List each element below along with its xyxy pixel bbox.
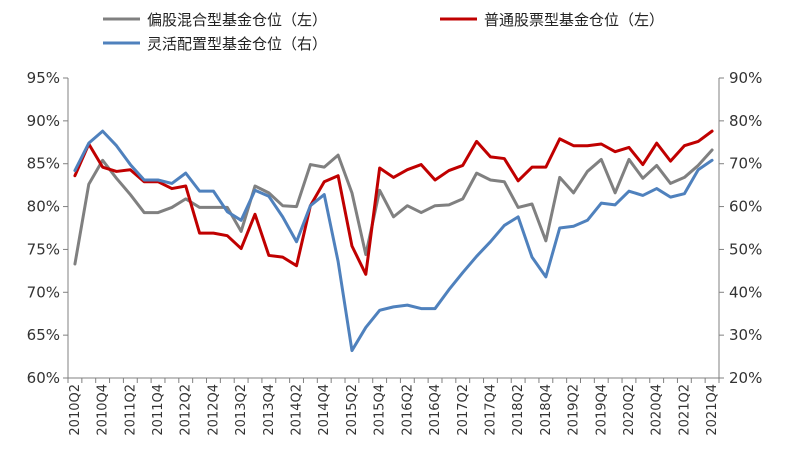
y-right-tick-label: 80% xyxy=(729,112,762,130)
x-tick-label: 2012Q4 xyxy=(206,384,221,436)
x-tick-label: 2016Q2 xyxy=(400,384,415,436)
x-tick-label: 2012Q2 xyxy=(179,384,194,436)
legend-item-mixed: 偏股混合型基金仓位（左） xyxy=(103,11,327,29)
x-tick-label: 2017Q2 xyxy=(456,384,471,436)
series-line-mixed xyxy=(73,148,714,266)
legend: 偏股混合型基金仓位（左） 普通股票型基金仓位（左） 灵活配置型基金仓位（右） xyxy=(103,11,664,53)
x-tick-label: 2017Q4 xyxy=(483,384,498,436)
x-tick-label: 2013Q4 xyxy=(262,384,277,436)
x-tick-label: 2011Q2 xyxy=(123,384,138,436)
x-tick-label: 2015Q4 xyxy=(373,384,388,436)
x-tick-label: 2021Q4 xyxy=(705,384,720,436)
legend-label-stock: 普通股票型基金仓位（左） xyxy=(484,11,664,29)
x-tick-label: 2011Q4 xyxy=(151,384,166,436)
x-tick-label: 2010Q4 xyxy=(96,384,111,436)
x-tick-label: 2018Q2 xyxy=(511,384,526,436)
y-left-tick-label: 95% xyxy=(27,69,60,87)
x-tick-label: 2014Q2 xyxy=(290,384,305,436)
y-right-tick-label: 90% xyxy=(729,69,762,87)
x-tick-label: 2015Q2 xyxy=(345,384,360,436)
y-left-tick-label: 60% xyxy=(27,369,60,387)
y-left-tick-label: 65% xyxy=(27,326,60,344)
x-tick-label: 2020Q2 xyxy=(622,384,637,436)
y-left-tick-label: 90% xyxy=(27,112,60,130)
x-tick-label: 2020Q4 xyxy=(650,384,665,436)
y-left-tick-label: 85% xyxy=(27,155,60,173)
x-tick-label: 2018Q4 xyxy=(539,384,554,436)
x-tick-label: 2010Q2 xyxy=(68,384,83,436)
legend-item-stock: 普通股票型基金仓位（左） xyxy=(440,11,664,29)
x-tick-label: 2019Q4 xyxy=(594,384,609,436)
x-tick-label: 2014Q4 xyxy=(317,384,332,436)
axes: 95% 90% 85% 80% 75% 70% 65% 60% 90% 80% 70% 60% 50% 4… xyxy=(27,69,763,436)
y-right-tick-label: 50% xyxy=(729,240,762,258)
y-right-tick-label: 60% xyxy=(729,198,762,216)
legend-label-mixed: 偏股混合型基金仓位（左） xyxy=(147,11,327,29)
legend-item-flexible: 灵活配置型基金仓位（右） xyxy=(103,35,327,53)
series-layer xyxy=(73,129,714,353)
x-tick-label: 2016Q4 xyxy=(428,384,443,436)
y-right-tick-label: 40% xyxy=(729,283,762,301)
x-tick-label: 2013Q2 xyxy=(234,384,249,436)
x-tick-label: 2021Q2 xyxy=(677,384,692,436)
y-right-tick-label: 30% xyxy=(729,326,762,344)
y-left-tick-label: 80% xyxy=(27,198,60,216)
legend-label-flexible: 灵活配置型基金仓位（右） xyxy=(147,35,327,53)
x-tick-label: 2019Q2 xyxy=(567,384,582,436)
y-left-tick-label: 75% xyxy=(27,240,60,258)
y-left-tick-label: 70% xyxy=(27,283,60,301)
y-right-tick-label: 70% xyxy=(729,155,762,173)
series-line-flexible xyxy=(73,129,714,353)
series-line-stock xyxy=(73,129,714,276)
y-right-tick-label: 20% xyxy=(729,369,762,387)
